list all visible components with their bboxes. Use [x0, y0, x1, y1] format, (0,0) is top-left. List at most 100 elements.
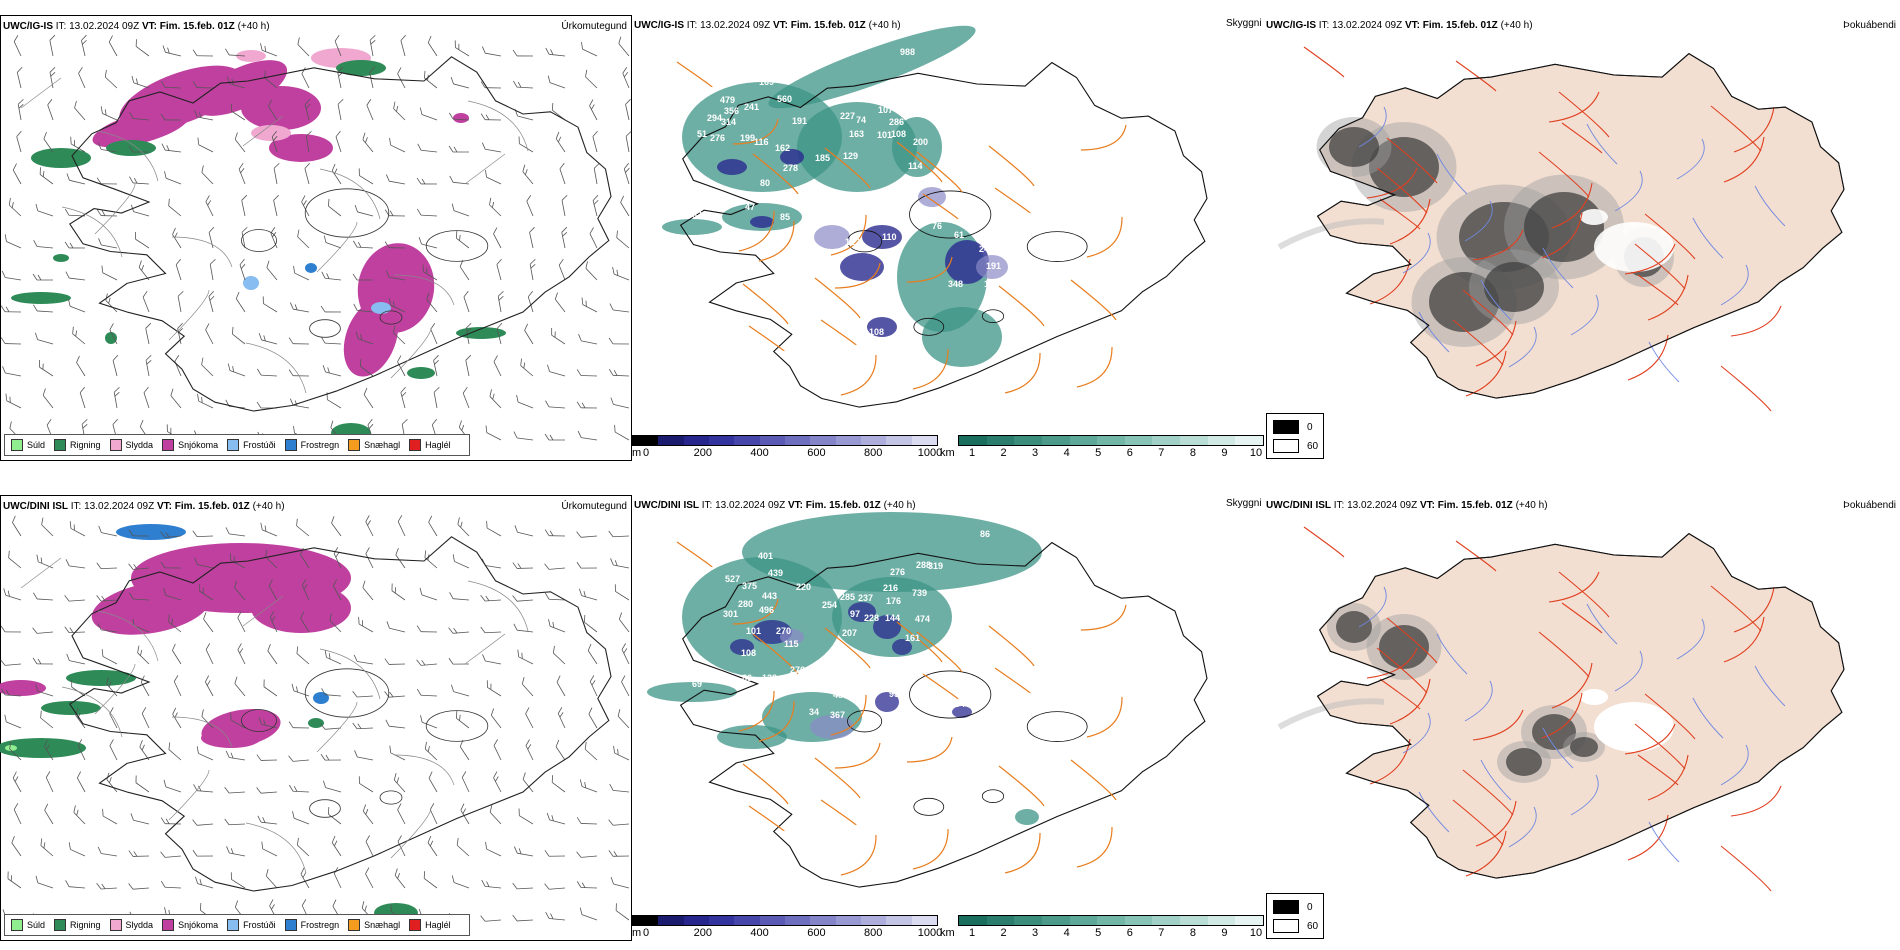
- cloudbase-value: 116: [754, 137, 769, 147]
- cloudbase-value: 123: [711, 675, 726, 685]
- cloudbase-value: 34: [809, 707, 819, 717]
- colorbar-tick: 1: [968, 927, 976, 939]
- colorbar-tick: 5: [1095, 927, 1102, 939]
- colorbar-tick: 600: [807, 927, 826, 939]
- legend-swatch: [54, 919, 67, 931]
- legend-swatch: [284, 439, 297, 451]
- legend-swatch: [11, 439, 23, 451]
- precip-legend-item: Rigning: [54, 919, 101, 931]
- precip-panel-row2: UWC/DINI ISL IT: 13.02.2024 09Z VT: Fim.…: [0, 495, 632, 941]
- cloudbase-value: 276: [890, 567, 905, 577]
- colorbar-tick: 1: [968, 447, 976, 459]
- cloudbase-value: 95: [889, 689, 899, 699]
- panel-header: UWC/DINI ISL IT: 13.02.2024 09Z VT: Fim.…: [3, 501, 285, 512]
- cloudbase-value: 988: [900, 47, 915, 57]
- precip-map: [0, 34, 632, 443]
- legend-swatch: [284, 919, 297, 931]
- precip-legend-item: Snæhagl: [348, 919, 400, 931]
- cloudbase-value: 241: [744, 102, 759, 112]
- cloudbase-value: 270: [776, 626, 791, 636]
- precip-legend-item: Frostúði: [227, 919, 276, 931]
- precip-legend-item: Súld: [11, 439, 45, 451]
- cloudbase-value: 489: [833, 690, 848, 700]
- cloudbase-value: 51: [697, 129, 707, 139]
- cloudbase-value: 216: [883, 583, 898, 593]
- visibility-colorbar: [958, 435, 1264, 446]
- precip-map: [0, 515, 630, 923]
- cloudbase-value: 285: [840, 592, 855, 602]
- cloudbase-value: 314: [721, 117, 736, 127]
- precip-legend-item: Snjókoma: [162, 439, 218, 451]
- cloudbase-unit: m: [632, 447, 642, 459]
- cloudbase-value: 86: [742, 673, 752, 683]
- cloudbase-colorbar: [632, 915, 938, 926]
- panel-header: UWC/DINI ISL IT: 13.02.2024 09Z VT: Fim.…: [634, 500, 916, 511]
- precip-legend: Súld Rigning Slydda Snjókoma Frostúði Frostre…: [4, 434, 470, 456]
- cloudbase-value: 207: [842, 628, 857, 638]
- cloudbase-value: 86: [980, 529, 990, 539]
- cloudbase-value: 101: [877, 130, 892, 140]
- cloudbase-value: 245: [979, 244, 994, 254]
- fog-legend: 0 60: [1266, 413, 1324, 459]
- cloudbase-value: 63: [692, 210, 702, 220]
- cloudbase-value: 162: [775, 143, 790, 153]
- precip-legend-item: Slydda: [109, 919, 153, 931]
- visibility-title: Skyggni: [1226, 498, 1262, 509]
- legend-swatch: [409, 919, 422, 931]
- cloudbase-value: 237: [858, 593, 873, 603]
- panel-header: UWC/IG-IS IT: 13.02.2024 09Z VT: Fim. 15…: [634, 20, 901, 31]
- fog-title: Þokuábendi: [1843, 20, 1896, 31]
- cloudbase-value: 527: [725, 574, 740, 584]
- cloudbase-value: 110: [882, 232, 897, 242]
- cloudbase-value: 163: [849, 129, 864, 139]
- cloudbase-value: 375: [742, 581, 757, 591]
- legend-swatch: [54, 439, 67, 451]
- cloudbase-value: 101: [746, 626, 761, 636]
- colorbar-tick: 1000: [917, 447, 943, 459]
- cloudbase-value: 144: [885, 613, 900, 623]
- fog-legend-swatch: [1273, 900, 1299, 914]
- legend-swatch: [227, 919, 240, 931]
- panel-header: UWC/IG-IS IT: 13.02.2024 09Z VT: Fim. 15…: [1266, 20, 1533, 31]
- cloudbase-value: 129: [843, 151, 858, 161]
- colorbar-tick: 3: [1032, 447, 1039, 459]
- colorbar-tick: 9: [1221, 927, 1228, 939]
- colorbar-tick: 2: [1000, 927, 1007, 939]
- lead-time: (+40 h): [252, 501, 285, 512]
- colorbar-tick: 9: [1221, 447, 1228, 459]
- cloudbase-value: 97: [850, 609, 860, 619]
- cloudbase-value: 278: [783, 163, 798, 173]
- cloudbase-value: 76: [932, 221, 942, 231]
- cloudbase-value: 479: [720, 95, 735, 105]
- precip-legend-item: Snjókoma: [162, 919, 218, 931]
- cloudbase-value: 122: [845, 237, 860, 247]
- fog-title: Þokuábendi: [1843, 500, 1896, 511]
- colorbar-tick: 0: [642, 447, 650, 459]
- model-name: UWC/IG-IS: [3, 21, 53, 32]
- cloudbase-value: 101: [865, 294, 880, 304]
- legend-swatch: [11, 919, 23, 931]
- colorbar-tick: 7: [1158, 927, 1165, 939]
- cloudbase-value: 319: [928, 561, 943, 571]
- cloudbase-value: 254: [822, 600, 837, 610]
- cloudbase-value: 74: [856, 115, 866, 125]
- colorbar-tick: 0: [642, 927, 650, 939]
- legend-swatch: [162, 439, 175, 451]
- precip-legend-item: Slydda: [109, 439, 153, 451]
- cloudbase-value: 47: [745, 202, 755, 212]
- cloudbase-value: 439: [768, 568, 783, 578]
- cloudbase-value: 115: [784, 639, 799, 649]
- cloudbase-value: 474: [915, 614, 930, 624]
- precip-legend-item: Súld: [11, 919, 45, 931]
- cloudbase-value: 560: [777, 94, 792, 104]
- visibility-unit: km: [940, 927, 955, 939]
- colorbar-tick: 400: [750, 927, 769, 939]
- colorbar-tick: 400: [750, 447, 769, 459]
- cloudbase-value: 85: [780, 212, 790, 222]
- legend-swatch: [409, 439, 422, 451]
- valid-time: Fim. 15.feb. 01Z: [159, 21, 235, 32]
- cloudbase-unit: m: [632, 927, 642, 939]
- cloudbase-value: 443: [762, 591, 777, 601]
